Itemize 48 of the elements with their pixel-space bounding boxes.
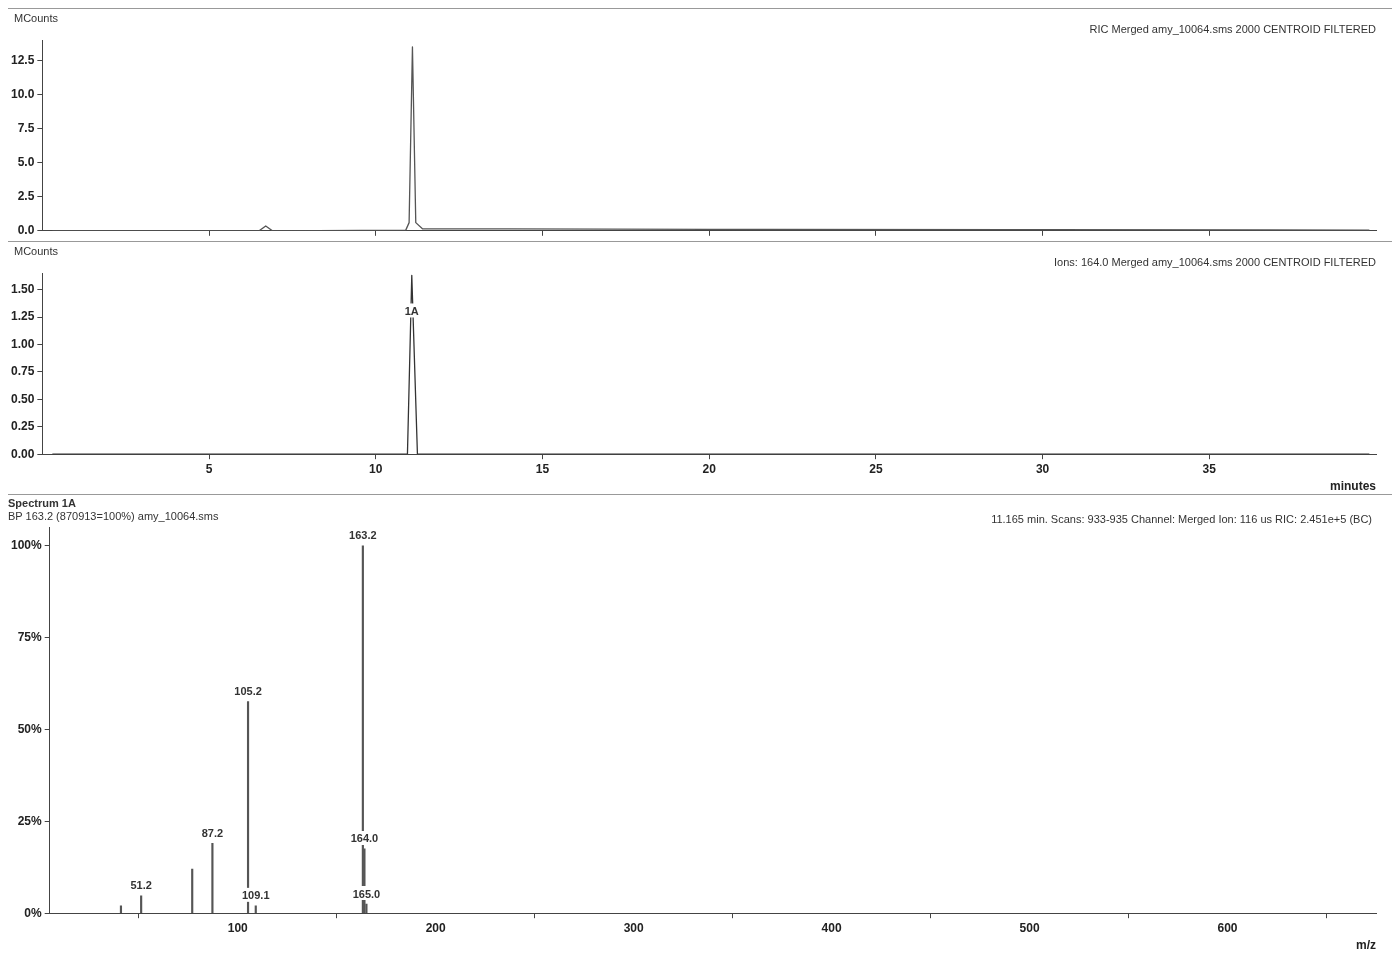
y-tick-label: 1.50 bbox=[11, 281, 35, 296]
x-axis-title: m/z bbox=[1355, 938, 1376, 953]
x-tick-label: 35 bbox=[1202, 461, 1217, 476]
y-tick-label: 25% bbox=[17, 813, 43, 828]
x-tick-label: 30 bbox=[1035, 461, 1050, 476]
y-tick-label: 0.0 bbox=[17, 223, 35, 238]
annotation: 164.0 bbox=[350, 832, 379, 845]
y-tick-label: 1.25 bbox=[11, 309, 35, 324]
y-tick-label: 100% bbox=[10, 538, 43, 553]
x-tick-label: 300 bbox=[623, 920, 644, 935]
chart-subtitle: Ions: 164.0 Merged amy_10064.sms 2000 CENTROID FILTERED bbox=[1054, 255, 1377, 268]
annotation: 165.0 bbox=[352, 887, 381, 900]
chart-subtitle: BP 163.2 (870913=100%) amy_10064.sms bbox=[8, 509, 219, 522]
annotation: 51.2 bbox=[130, 879, 152, 892]
chart-subtitle: RIC Merged amy_10064.sms 2000 CENTROID FILTERED bbox=[1089, 22, 1377, 35]
chart-title: Spectrum 1A bbox=[8, 496, 76, 509]
y-tick-label: 12.5 bbox=[11, 52, 35, 67]
x-tick-label: 500 bbox=[1019, 920, 1040, 935]
y-tick-label: 0.00 bbox=[11, 446, 35, 461]
y-tick-label: 7.5 bbox=[17, 121, 35, 136]
x-tick-label: 5 bbox=[205, 461, 213, 476]
y-tick-label: 75% bbox=[17, 629, 43, 644]
x-tick-label: 600 bbox=[1217, 920, 1238, 935]
x-tick-label: 25 bbox=[869, 461, 883, 476]
y-tick-label: 0% bbox=[24, 905, 43, 920]
y-tick-label: 0.50 bbox=[11, 391, 35, 406]
y-tick-label: 50% bbox=[17, 721, 43, 736]
annotation: 109.1 bbox=[242, 889, 270, 902]
y-tick-label: 5.0 bbox=[17, 155, 35, 170]
x-axis-title: minutes bbox=[1329, 479, 1377, 494]
x-tick-label: 15 bbox=[535, 461, 550, 476]
annotation: 1A bbox=[404, 305, 419, 317]
x-tick-label: 100 bbox=[227, 920, 249, 935]
x-tick-label: 10 bbox=[369, 461, 383, 476]
y-tick-label: 10.0 bbox=[11, 86, 35, 101]
x-tick-label: 20 bbox=[702, 461, 717, 476]
annotation: 105.2 bbox=[234, 685, 262, 698]
y-tick-label: 0.25 bbox=[11, 419, 35, 434]
annotation: 87.2 bbox=[201, 826, 224, 839]
text: 11.165 min. Scans: 933-935 Channel: Merged Ion: 116 us RIC: 2.451e+5 (BC) bbox=[991, 512, 1372, 525]
annotation: 163.2 bbox=[349, 529, 377, 542]
y-tick-label: 2.5 bbox=[17, 189, 35, 204]
y-tick-label: 1.00 bbox=[11, 336, 35, 351]
y-axis-title: MCounts bbox=[14, 11, 59, 24]
x-tick-label: 200 bbox=[425, 920, 447, 935]
y-axis-title: MCounts bbox=[14, 244, 59, 257]
x-tick-label: 400 bbox=[821, 920, 842, 935]
y-tick-label: 0.75 bbox=[11, 364, 35, 379]
